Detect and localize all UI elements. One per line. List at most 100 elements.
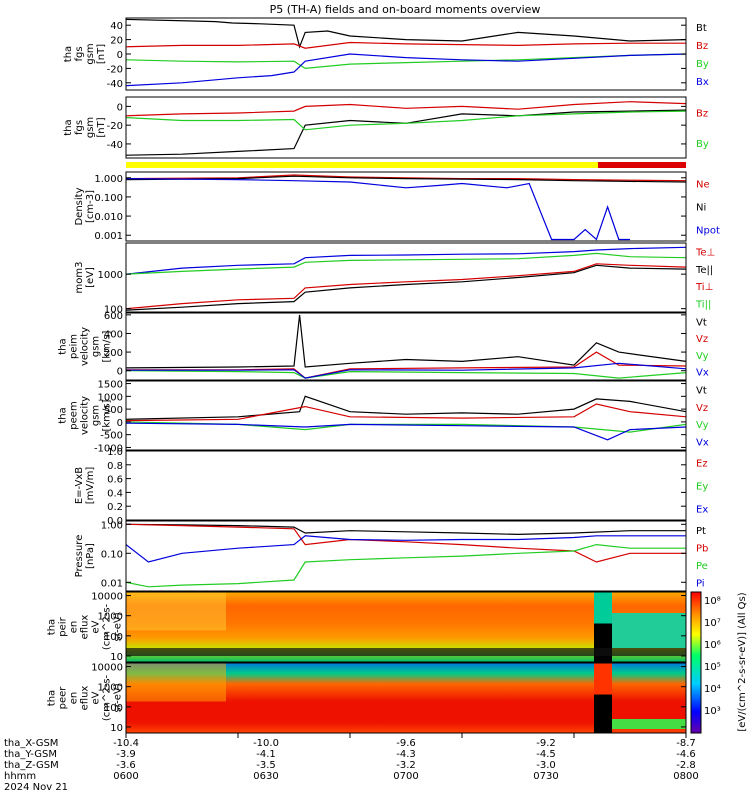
series-Te⊥ bbox=[125, 263, 687, 310]
series-Te|| bbox=[125, 252, 687, 275]
x-row-label: tha_X-GSM bbox=[4, 738, 58, 749]
colorbar-scale bbox=[690, 591, 702, 734]
y-axis-label: eV bbox=[91, 691, 102, 704]
legend-Bz: Bz bbox=[696, 108, 708, 119]
colorbar-tick-label: 10⁶ bbox=[704, 640, 721, 651]
x-row-value: -10.0 bbox=[253, 738, 279, 749]
y-tick-label: 0.010 bbox=[94, 212, 123, 223]
legend-Vz: Vz bbox=[696, 334, 708, 345]
legend-Te||: Te|| bbox=[695, 265, 713, 276]
colorbar: 10⁸ 10⁷ 10⁶ 10⁵ 10⁴ 10³ [eV/(cm^2-s-sr-eV)] (A… bbox=[690, 591, 748, 734]
y-axis-label: gsm bbox=[85, 117, 96, 138]
y-axis-label: tha bbox=[58, 338, 69, 354]
colorbar-label: [eV/(cm^2-s-sr-eV)] (All Qs) bbox=[737, 592, 748, 731]
heatmap-early-region bbox=[126, 592, 226, 631]
x-row-value: 0800 bbox=[673, 771, 698, 782]
y-axis-label: sr-eV) bbox=[113, 612, 124, 641]
y-tick-label: -40 bbox=[107, 79, 123, 90]
y-tick-label: 200 bbox=[104, 348, 123, 359]
x-row-value: -10.4 bbox=[113, 738, 139, 749]
heatmap-late-region bbox=[612, 613, 686, 648]
series-Pb bbox=[125, 523, 686, 563]
y-axis-label: eV bbox=[91, 620, 102, 633]
y-axis-label: [cm-3] bbox=[85, 190, 96, 223]
y-tick-label: 0.001 bbox=[94, 231, 123, 242]
x-row-value: -3.6 bbox=[116, 760, 136, 771]
legend-Pe: Pe bbox=[696, 561, 708, 572]
y-axis-label: [eV] bbox=[85, 267, 96, 288]
y-tick-label: 1000 bbox=[98, 392, 123, 403]
series-Bz bbox=[125, 101, 687, 117]
y-tick-label: 0 bbox=[117, 50, 123, 61]
y-tick-label: 0.01 bbox=[101, 578, 123, 589]
y-axis-label: en bbox=[69, 692, 80, 705]
legend-Vx: Vx bbox=[696, 437, 709, 448]
x-row-value: -3.0 bbox=[536, 760, 556, 771]
y-tick-label: -40 bbox=[107, 140, 123, 151]
chart-title: P5 (TH-A) fields and on-board moments ov… bbox=[270, 3, 541, 16]
panel-frame bbox=[125, 242, 687, 313]
y-tick-label: 1.00 bbox=[101, 520, 123, 531]
panel-frame bbox=[125, 17, 687, 91]
legend-By: By bbox=[696, 59, 709, 70]
colorbar-tick-label: 10⁵ bbox=[704, 662, 721, 673]
x-row-value: -3.9 bbox=[116, 749, 136, 760]
y-tick-label: 500 bbox=[104, 405, 123, 416]
y-tick-label: 0.2 bbox=[107, 502, 123, 513]
series-Bt bbox=[125, 18, 687, 49]
panel-peir_eflux: 10000 1000 100 10 tha peir en eflux eV (cm^2-s-sr… bbox=[47, 591, 687, 663]
y-tick-label: -500 bbox=[100, 431, 123, 442]
legend-Vz: Vz bbox=[696, 403, 708, 414]
y-tick-label: 0 bbox=[117, 102, 123, 113]
legend-Ti⊥: Ti⊥ bbox=[695, 282, 713, 293]
y-tick-label: -1000 bbox=[94, 443, 123, 454]
series-Vx bbox=[126, 362, 687, 379]
legend-Ez: Ez bbox=[696, 459, 708, 470]
panel-frame bbox=[125, 312, 687, 381]
y-tick-label: 100 bbox=[104, 632, 123, 643]
x-date: 2024 Nov 21 bbox=[4, 782, 68, 793]
series-Ti|| bbox=[125, 246, 687, 275]
series-Pe bbox=[125, 543, 686, 588]
series-Ti⊥ bbox=[125, 264, 687, 311]
y-tick-label: 10 bbox=[110, 723, 123, 734]
x-row-value: -9.6 bbox=[396, 738, 416, 749]
colorbar-tick-label: 10⁸ bbox=[704, 596, 721, 607]
panel-frame bbox=[125, 520, 687, 592]
y-tick-label: 400 bbox=[104, 329, 123, 340]
y-tick-label: 1.0 bbox=[107, 447, 123, 458]
y-tick-label: 20 bbox=[110, 36, 123, 47]
y-axis-label: tha bbox=[47, 619, 58, 635]
y-axis-label: [km/s] bbox=[102, 399, 113, 431]
y-tick-label: 0.6 bbox=[107, 475, 123, 486]
heatmap-early-region bbox=[126, 663, 226, 702]
x-row-value: -3.5 bbox=[256, 760, 276, 771]
y-axis-label: mom3 bbox=[74, 262, 85, 294]
series-Bt bbox=[125, 109, 687, 156]
y-axis-label: E=-VxB bbox=[74, 467, 85, 504]
y-axis-label: eflux bbox=[80, 686, 91, 711]
panel-frame bbox=[125, 96, 687, 159]
x-row-value: 0600 bbox=[113, 771, 138, 782]
panel-pressure: 1.00 0.10 0.01 Pressure [nPa] Pt Pb Pe Pi bbox=[74, 520, 708, 592]
series-Vz bbox=[125, 403, 687, 422]
y-axis-label: gsm bbox=[91, 336, 102, 357]
status-bar-red bbox=[598, 162, 686, 168]
series-By bbox=[125, 53, 687, 70]
y-tick-label: 600 bbox=[104, 311, 123, 322]
legend-Pb: Pb bbox=[696, 543, 708, 554]
y-axis-label: [mV/m] bbox=[85, 467, 96, 505]
series-Vz bbox=[126, 351, 687, 379]
heatmap-gap bbox=[594, 694, 612, 733]
x-row-value: -2.8 bbox=[676, 760, 696, 771]
y-axis-label: [km/s] bbox=[102, 330, 113, 362]
y-tick-label: 0.100 bbox=[94, 193, 123, 204]
y-axis-label: [nT] bbox=[96, 117, 107, 137]
legend-Vt: Vt bbox=[696, 317, 707, 328]
legend-Ni: Ni bbox=[696, 203, 706, 214]
y-axis-label: velocity bbox=[80, 396, 91, 435]
legend-By: By bbox=[696, 139, 709, 150]
y-axis-label: velocity bbox=[80, 327, 91, 366]
y-tick-label: 40 bbox=[110, 21, 123, 32]
